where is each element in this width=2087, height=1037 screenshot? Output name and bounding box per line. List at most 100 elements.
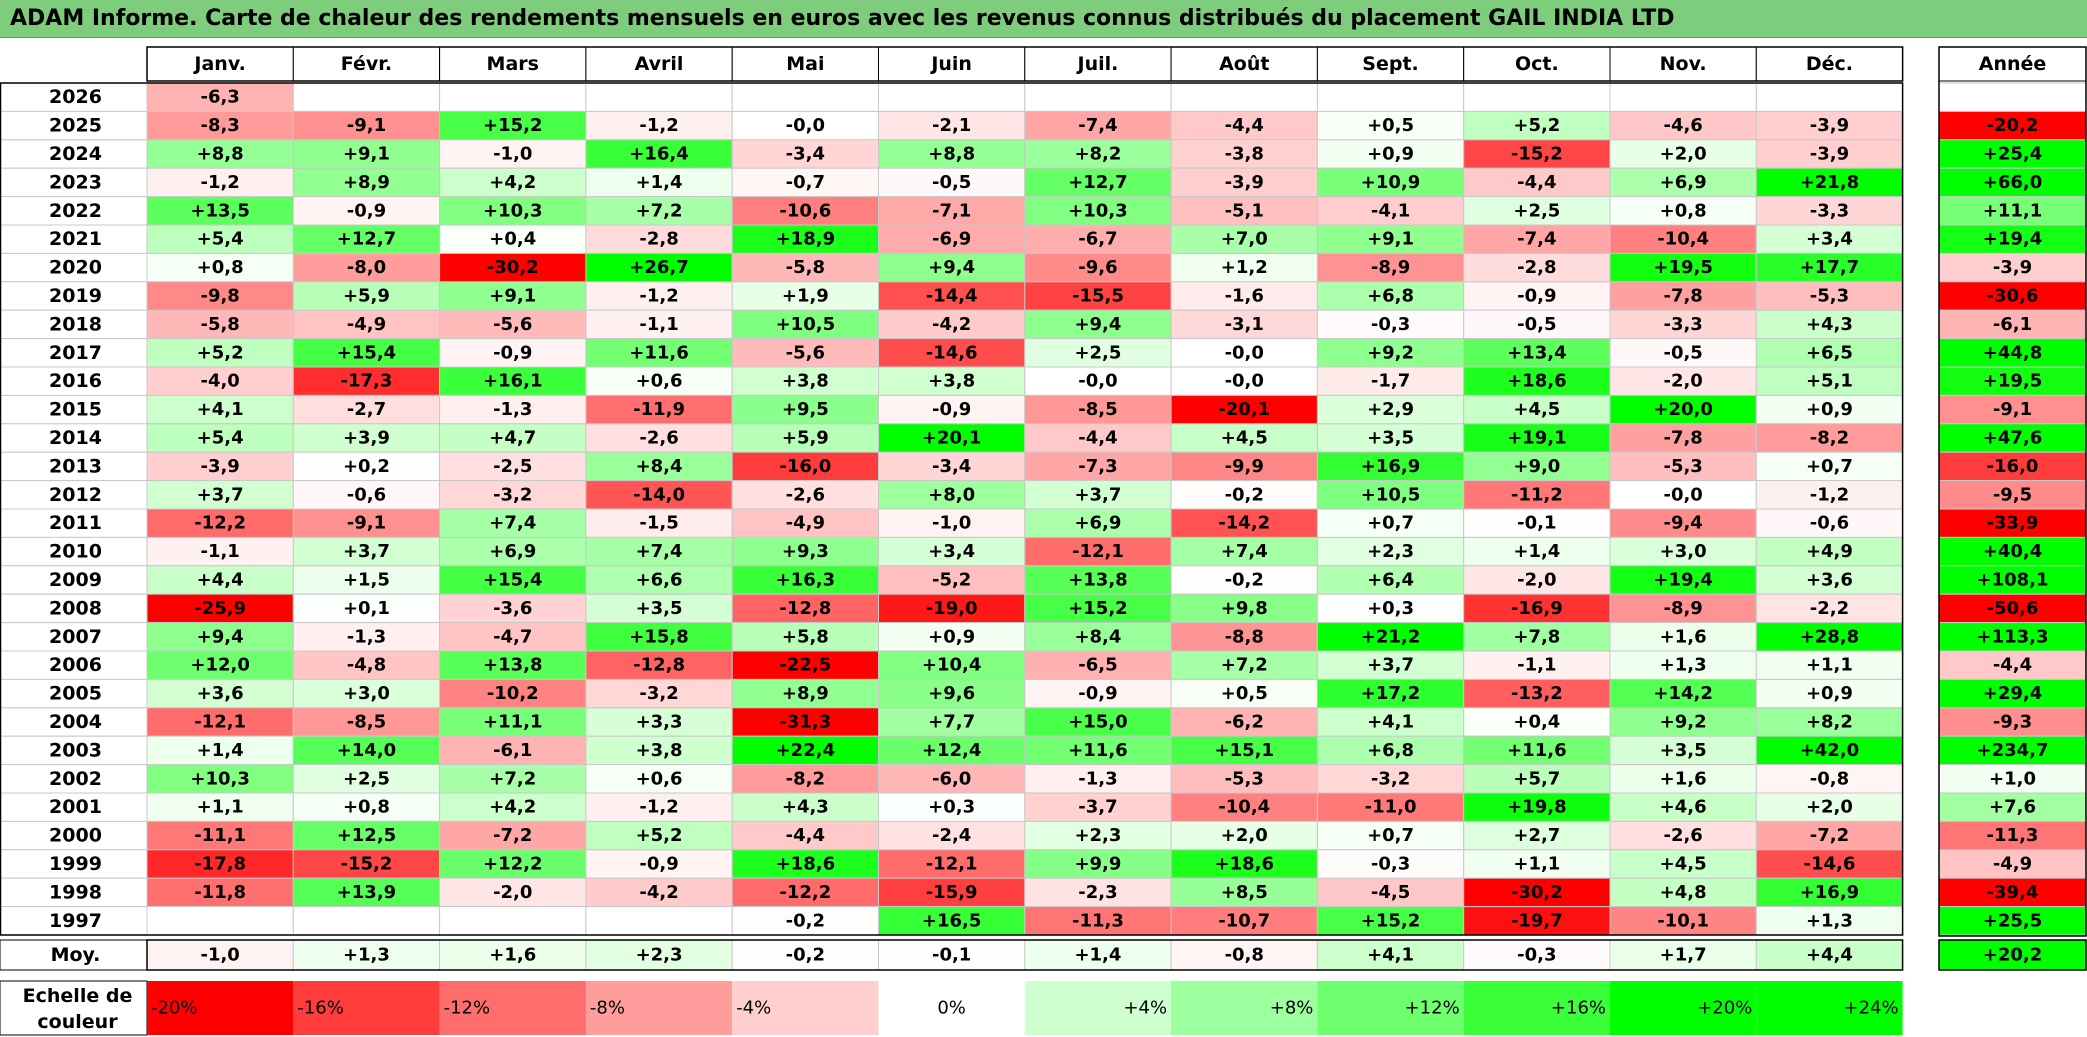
scale-label: -4% (736, 998, 771, 1019)
annual-value: -3,9 (1993, 257, 2032, 278)
heatmap-cell (292, 735, 441, 766)
cell-value: -10,6 (779, 200, 831, 221)
cell-value: +16,4 (629, 144, 689, 165)
heatmap-cell (731, 820, 880, 851)
annual-value: +66,0 (1983, 172, 2043, 193)
cell-value: +18,6 (1215, 854, 1275, 875)
heatmap-cell (146, 820, 294, 851)
cell-value: +10,3 (190, 768, 250, 789)
month-header: Févr. (341, 53, 392, 75)
annual-cell (1938, 110, 2087, 141)
cell-value: -1,1 (639, 314, 678, 335)
cell-value: -0,9 (1078, 683, 1117, 704)
heatmap-cell (731, 224, 880, 254)
cell-value: +9,3 (782, 541, 829, 562)
cell-value: +0,4 (1513, 712, 1560, 733)
cell-value: +0,3 (928, 797, 975, 818)
cell-value: +8,9 (343, 172, 390, 193)
cell-value: +14,2 (1653, 683, 1713, 704)
year-label: 2018 (49, 313, 102, 335)
cell-value: +13,4 (1507, 342, 1567, 363)
scale-label: -8% (590, 998, 625, 1019)
scale-label: -16% (297, 998, 344, 1019)
heatmap-cell (1170, 650, 1318, 680)
cell-value: +3,6 (1806, 570, 1853, 591)
cell-value: +10,3 (483, 200, 543, 221)
heatmap-cell (1170, 565, 1318, 595)
annual-header-cell (1938, 46, 2087, 82)
cell-value: +0,9 (1806, 683, 1853, 704)
heatmap-cell (1170, 877, 1318, 908)
heatmap-cell (731, 735, 880, 766)
cell-value: +4,3 (782, 797, 829, 818)
scale-swatch (1610, 981, 1757, 1035)
cell-value: -9,9 (1225, 456, 1264, 477)
heatmap-cell (1463, 394, 1611, 425)
heatmap-cell (1463, 224, 1611, 254)
cell-value: +6,6 (636, 570, 683, 591)
cell-value: +9,4 (197, 626, 244, 647)
cell-value: -0,9 (932, 399, 971, 420)
heatmap-cell (1755, 423, 1904, 453)
cell-value: -4,4 (1225, 115, 1264, 136)
heatmap-cell (1170, 508, 1318, 538)
cell-value: +3,9 (343, 428, 390, 449)
average-cell (1024, 939, 1172, 971)
cell-value: -2,4 (932, 825, 971, 846)
heatmap-cell (878, 593, 1026, 624)
cell-value: -14,2 (1218, 513, 1270, 534)
heatmap-cell (1609, 394, 1757, 425)
heatmap-cell (1024, 252, 1172, 283)
cell-value: +3,8 (636, 740, 683, 761)
year-cell (0, 650, 148, 680)
heatmap-cell (878, 622, 1026, 652)
cell-value: +18,6 (1507, 371, 1567, 392)
cell-value: -2,8 (639, 229, 678, 250)
heatmap-cell (146, 110, 294, 141)
cell-value: -4,2 (639, 882, 678, 903)
cell-value: +2,0 (1660, 144, 1707, 165)
annual-value: -50,6 (1987, 598, 2039, 619)
scale-label: +4% (1123, 998, 1167, 1019)
heatmap-cell (1463, 167, 1611, 198)
heatmap-cell (585, 82, 733, 112)
heatmap-cell (1170, 394, 1318, 425)
cell-value: +1,3 (1660, 655, 1707, 676)
scale-swatch (585, 981, 733, 1035)
cell-value: -2,8 (1517, 257, 1556, 278)
cell-value: +8,5 (1221, 882, 1268, 903)
cell-value: +18,6 (776, 854, 836, 875)
cell-value: -12,8 (779, 598, 831, 619)
scale-swatch (147, 981, 294, 1035)
cell-value: +10,4 (922, 655, 982, 676)
average-border (146, 939, 1904, 971)
heatmap-cell (292, 139, 441, 169)
cell-value: +12,7 (337, 229, 397, 250)
heatmap-cell (439, 281, 587, 311)
heatmap-cell (1316, 792, 1465, 822)
cell-value: -1,3 (1078, 768, 1117, 789)
heatmap-cell (1463, 764, 1611, 794)
annual-cell (1938, 309, 2087, 340)
cell-value: +0,5 (1221, 683, 1268, 704)
heatmap-cell (878, 849, 1026, 879)
annual-value: -33,9 (1987, 513, 2039, 534)
cell-value: -6,7 (1078, 229, 1117, 250)
average-value: -0,2 (786, 945, 825, 966)
annual-value: -39,4 (1987, 882, 2039, 903)
heatmap-cell (292, 906, 441, 936)
cell-value: +12,0 (190, 655, 250, 676)
heatmap-cell (439, 82, 587, 112)
heatmap-cell (1170, 338, 1318, 368)
cell-value: -14,0 (633, 484, 685, 505)
scale-swatch (1756, 981, 1903, 1035)
heatmap-cell (1463, 110, 1611, 141)
heatmap-cell (1609, 678, 1757, 709)
cell-value: +4,6 (1660, 797, 1707, 818)
cell-value: +5,2 (636, 825, 683, 846)
cell-value: +3,0 (343, 683, 390, 704)
average-value: -0,3 (1517, 945, 1556, 966)
cell-value: -11,9 (633, 399, 685, 420)
heatmap-cell (1316, 309, 1465, 340)
cell-value: -0,9 (1517, 286, 1556, 307)
